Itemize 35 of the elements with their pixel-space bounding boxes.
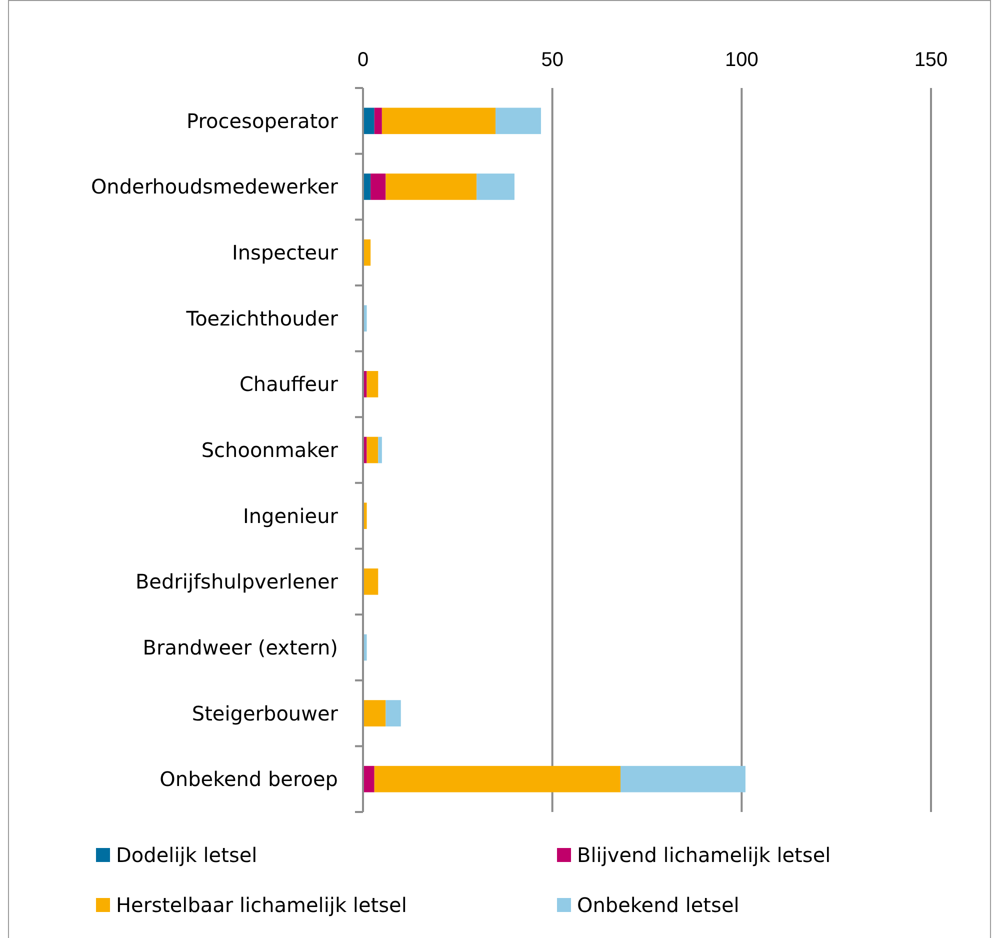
y-tick-label: Bedrijfshulpverlener xyxy=(135,570,339,594)
y-tick-label: Ingenieur xyxy=(242,504,339,528)
y-tick-label: Brandweer (extern) xyxy=(142,635,338,660)
bar xyxy=(363,700,386,726)
bar xyxy=(386,700,401,726)
bar xyxy=(366,371,378,398)
bar xyxy=(378,436,382,464)
bar xyxy=(363,568,378,595)
y-tick-label: Toezichthouder xyxy=(185,306,339,330)
bar xyxy=(496,108,541,134)
bar xyxy=(386,174,477,200)
legend-label: Dodelijk letsel xyxy=(116,843,258,867)
y-tick-label: Steigerbouwer xyxy=(192,701,339,726)
bar xyxy=(363,108,374,134)
bar xyxy=(374,766,620,792)
legend-label: Blijvend lichamelijk letsel xyxy=(577,843,831,867)
x-tick-label: 0 xyxy=(357,49,369,71)
bar xyxy=(476,174,514,200)
bar xyxy=(620,766,746,792)
bar xyxy=(382,108,496,134)
bar xyxy=(363,766,374,792)
y-tick-label: Onbekend beroep xyxy=(160,767,338,792)
x-tick-label: 100 xyxy=(724,49,758,71)
y-tick-label: Onderhoudsmedewerker xyxy=(90,174,339,199)
y-tick-label: Schoonmaker xyxy=(201,438,339,462)
y-tick-label: Chauffeur xyxy=(239,372,339,396)
y-tick-label: Inspecteur xyxy=(232,240,339,265)
legend-label: Herstelbaar lichamelijk letsel xyxy=(116,893,407,917)
legend-label: Onbekend letsel xyxy=(577,893,740,917)
x-tick-label: 50 xyxy=(541,49,564,71)
bar xyxy=(370,174,386,200)
bar xyxy=(374,108,382,134)
bar xyxy=(366,436,378,464)
y-tick-label: Procesoperator xyxy=(186,108,339,133)
x-tick-label: 150 xyxy=(914,49,948,71)
